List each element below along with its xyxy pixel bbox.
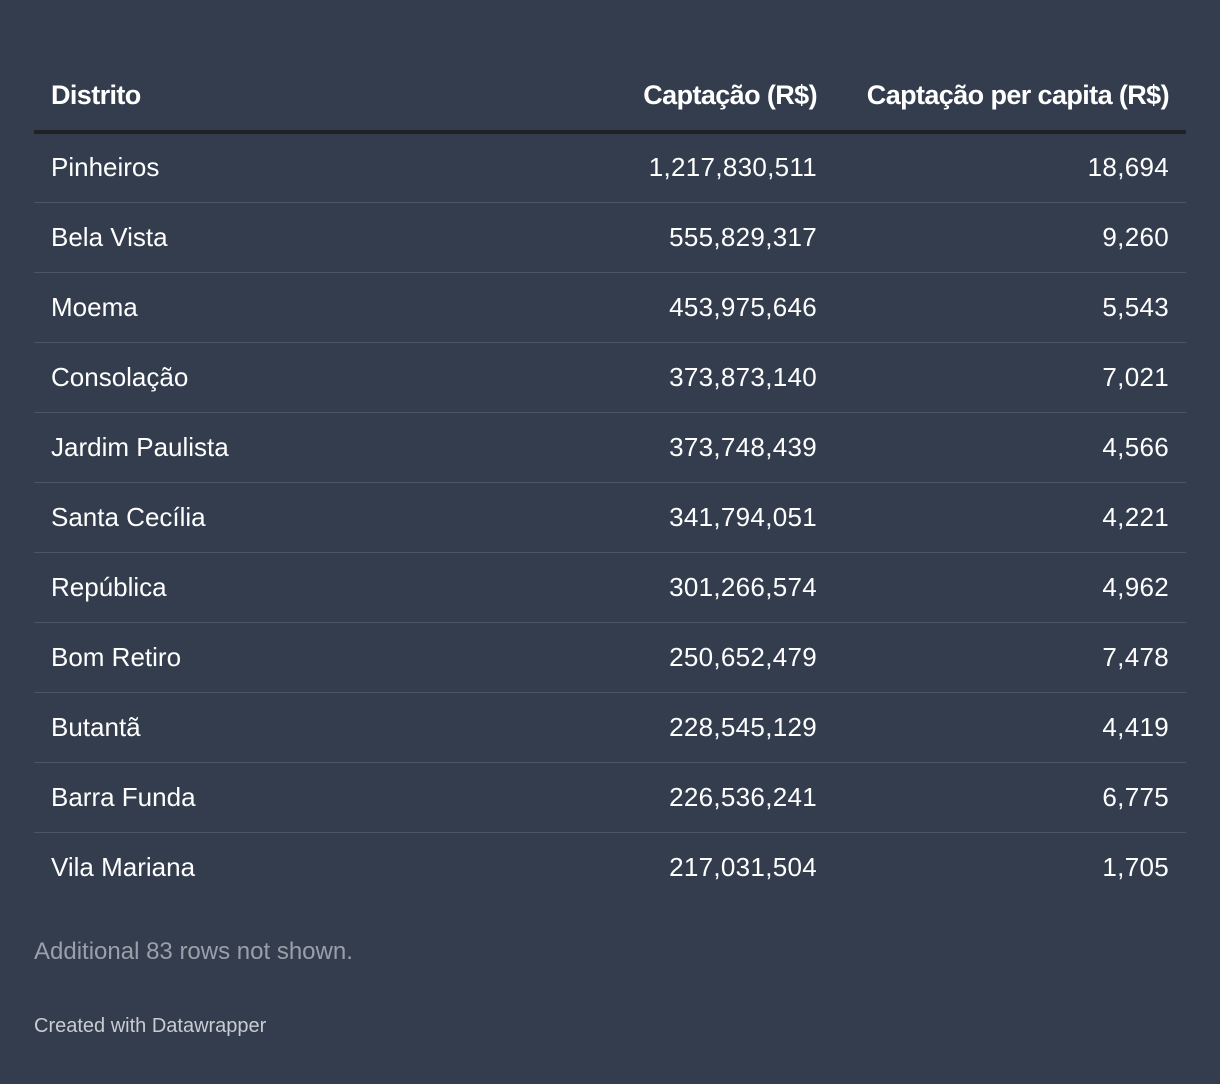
data-table-container: Distrito Captação (R$) Captação per capi…: [34, 0, 1186, 902]
cell-captacao: 555,829,317: [499, 202, 834, 273]
cell-captacao: 1,217,830,511: [499, 132, 834, 203]
cell-distrito: Santa Cecília: [34, 482, 499, 553]
cell-captacao: 453,975,646: [499, 272, 834, 343]
cell-distrito: Pinheiros: [34, 132, 499, 203]
column-header-distrito[interactable]: Distrito: [34, 0, 499, 134]
cell-per-capita: 5,543: [834, 272, 1186, 343]
cell-captacao: 373,873,140: [499, 342, 834, 413]
table-row: Consolação 373,873,140 7,021: [34, 342, 1186, 413]
created-with-credit: Created with Datawrapper: [34, 1015, 267, 1037]
cell-captacao: 250,652,479: [499, 622, 834, 693]
cell-per-capita: 6,775: [834, 762, 1186, 833]
cell-distrito: Butantã: [34, 692, 499, 763]
table-row: Butantã 228,545,129 4,419: [34, 692, 1186, 763]
cell-per-capita: 9,260: [834, 202, 1186, 273]
cell-per-capita: 4,962: [834, 552, 1186, 623]
cell-distrito: Consolação: [34, 342, 499, 413]
cell-per-capita: 7,021: [834, 342, 1186, 413]
cell-distrito: República: [34, 552, 499, 623]
table-row: República 301,266,574 4,962: [34, 552, 1186, 623]
table-row: Pinheiros 1,217,830,511 18,694: [34, 132, 1186, 203]
rows-not-shown-note: Additional 83 rows not shown.: [34, 938, 353, 965]
cell-captacao: 301,266,574: [499, 552, 834, 623]
table-body: Pinheiros 1,217,830,511 18,694 Bela Vista 55…: [34, 132, 1186, 902]
cell-captacao: 228,545,129: [499, 692, 834, 763]
table-row: Vila Mariana 217,031,504 1,705: [34, 832, 1186, 902]
table-row: Bela Vista 555,829,317 9,260: [34, 202, 1186, 273]
table-row: Jardim Paulista 373,748,439 4,566: [34, 412, 1186, 483]
cell-captacao: 226,536,241: [499, 762, 834, 833]
cell-per-capita: 4,419: [834, 692, 1186, 763]
cell-captacao: 217,031,504: [669, 851, 817, 882]
cell-distrito: Bom Retiro: [34, 622, 499, 693]
header-row: Distrito Captação (R$) Captação per capi…: [34, 0, 1186, 134]
cell-distrito: Bela Vista: [34, 202, 499, 273]
column-header-captacao[interactable]: Captação (R$): [499, 0, 834, 134]
cell-distrito: Jardim Paulista: [34, 412, 499, 483]
cell-per-capita: 4,221: [834, 482, 1186, 553]
table-row: Santa Cecília 341,794,051 4,221: [34, 482, 1186, 553]
cell-per-capita: 7,478: [834, 622, 1186, 693]
cell-distrito: Moema: [34, 272, 499, 343]
data-table: Distrito Captação (R$) Captação per capi…: [34, 0, 1186, 902]
cell-per-capita: 18,694: [834, 132, 1186, 203]
column-header-per-capita[interactable]: Captação per capita (R$): [834, 0, 1186, 134]
table-row: Bom Retiro 250,652,479 7,478: [34, 622, 1186, 693]
cell-distrito: Barra Funda: [34, 762, 499, 833]
cell-captacao: 341,794,051: [499, 482, 834, 553]
table-row: Moema 453,975,646 5,543: [34, 272, 1186, 343]
cell-captacao: 373,748,439: [499, 412, 834, 483]
cell-distrito: Vila Mariana: [51, 851, 196, 882]
table-row: Barra Funda 226,536,241 6,775: [34, 762, 1186, 833]
table-header: Distrito Captação (R$) Captação per capi…: [34, 0, 1186, 134]
cell-per-capita: 4,566: [834, 412, 1186, 483]
cell-per-capita: 1,705: [1102, 851, 1169, 882]
